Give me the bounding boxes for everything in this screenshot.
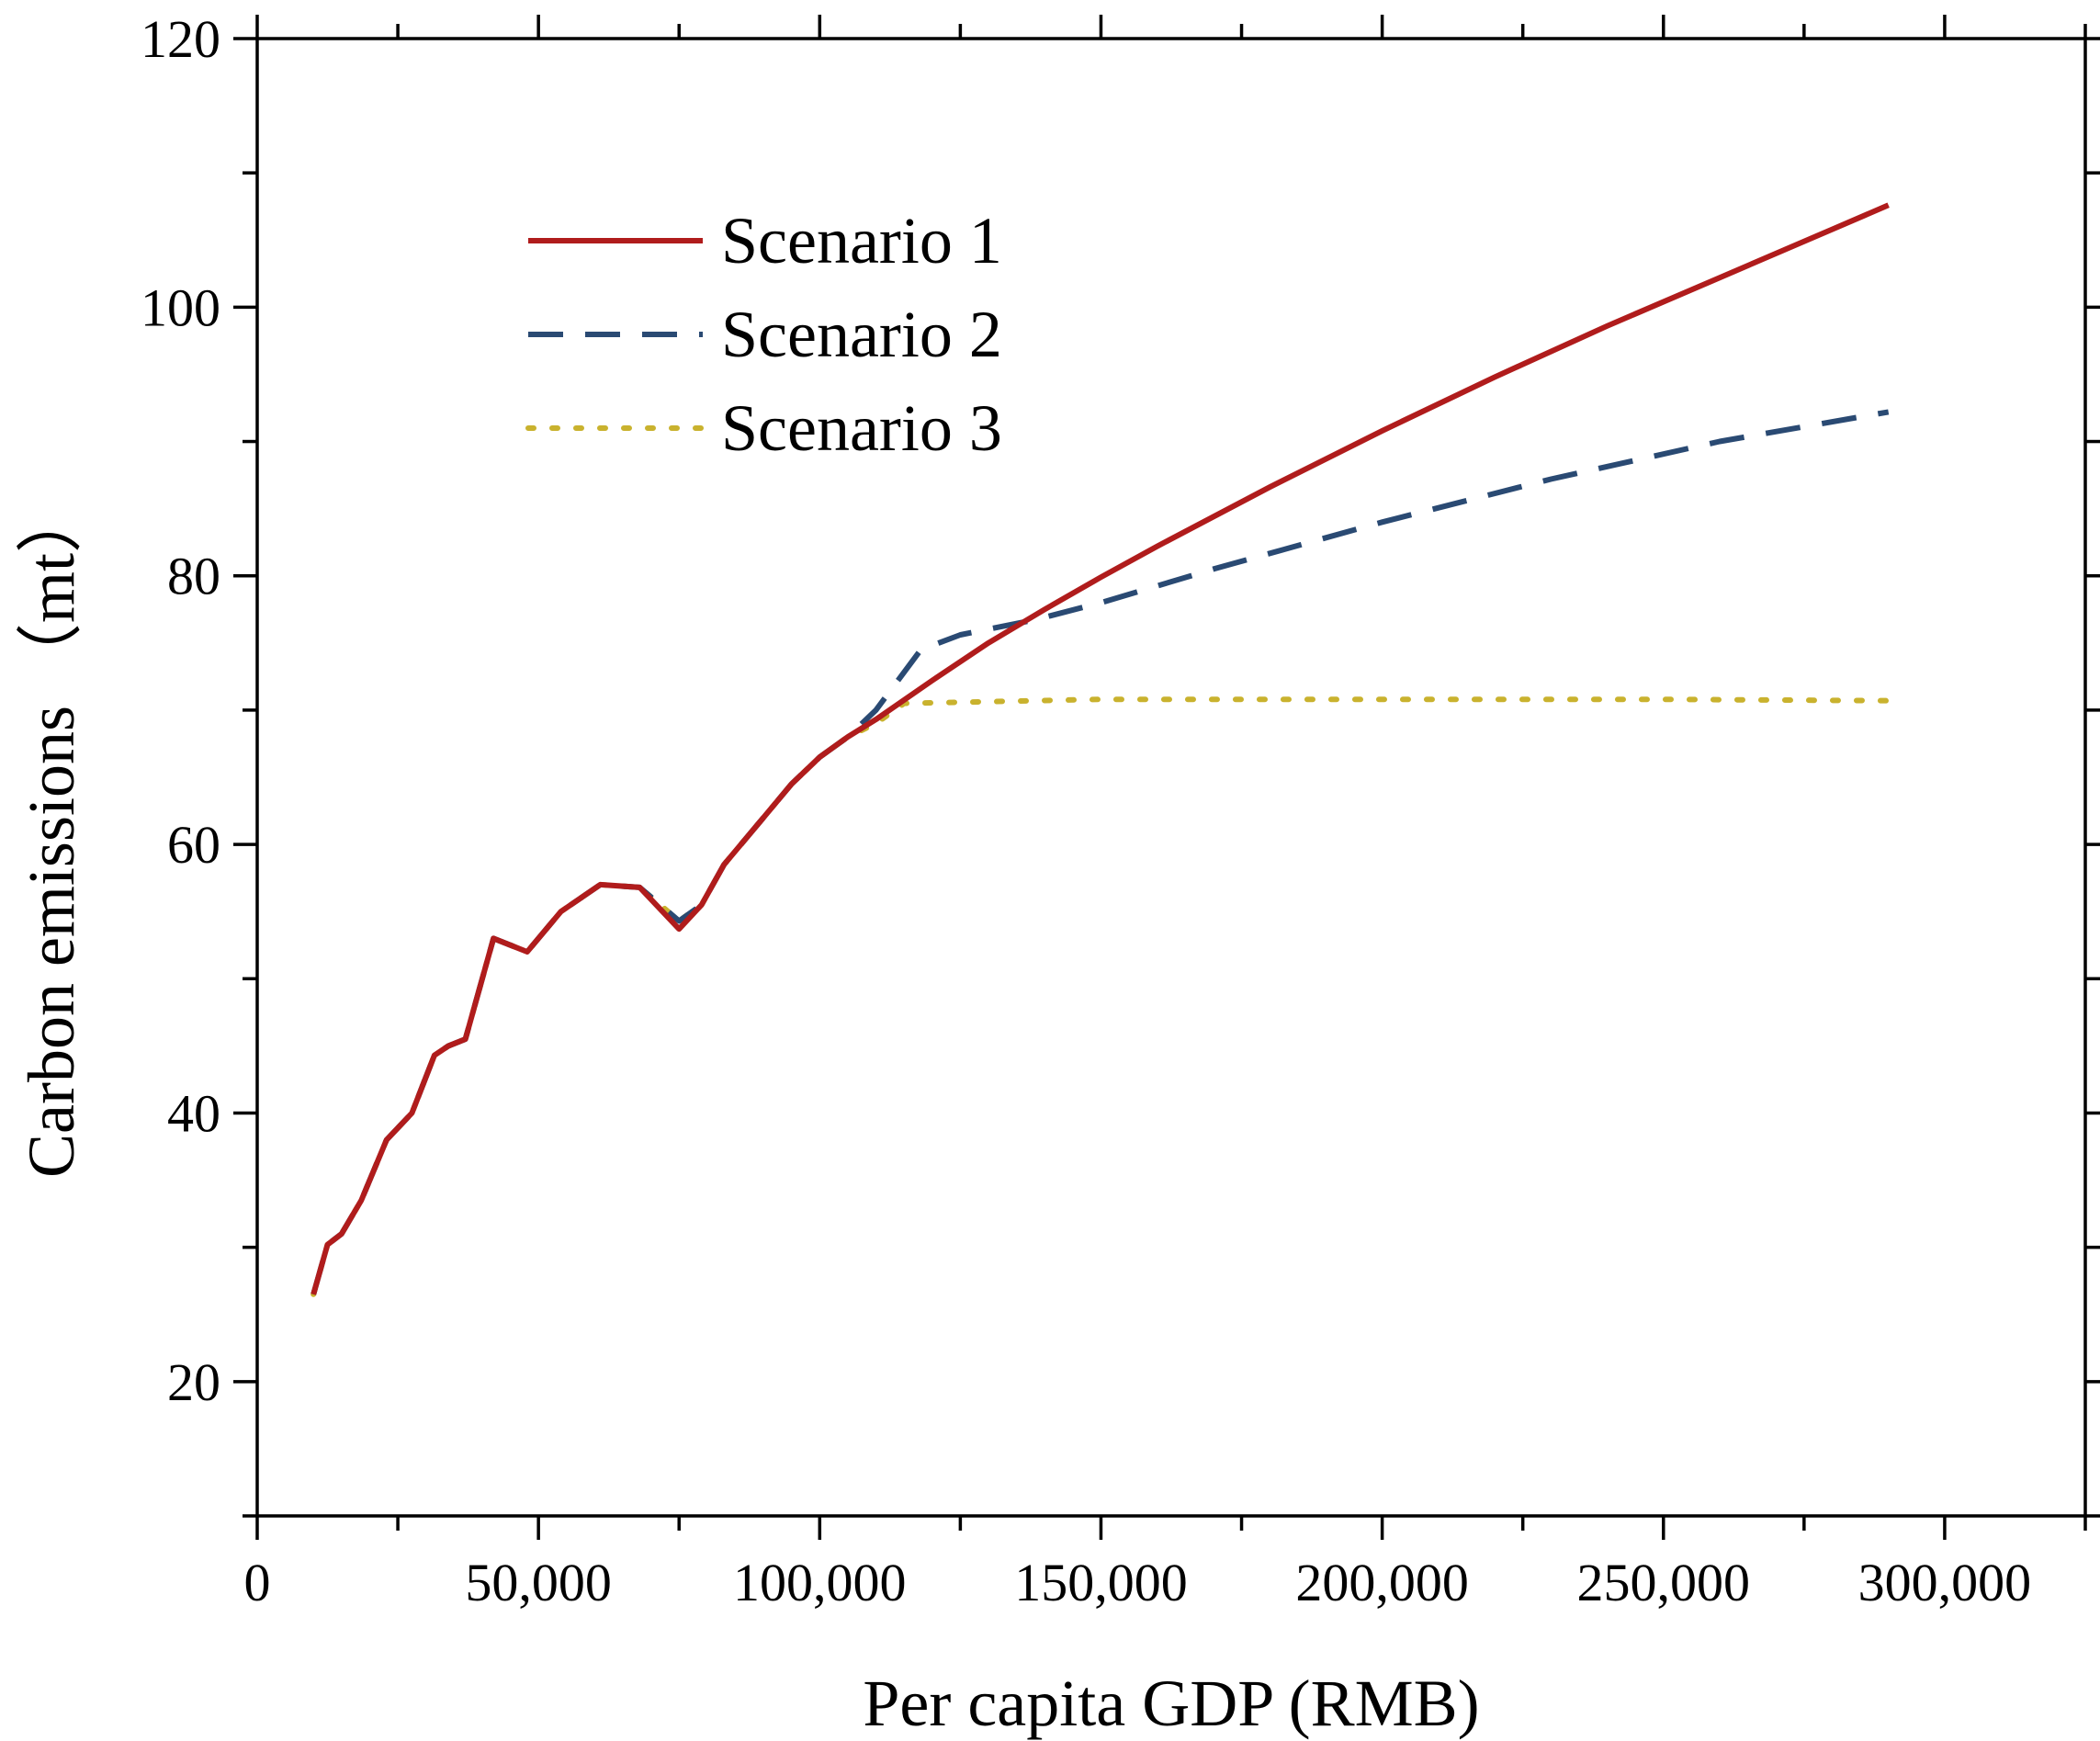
legend: Scenario 1 Scenario 2 Scenario 3 <box>525 204 1002 465</box>
x-tick-label: 100,000 <box>733 1553 907 1612</box>
x-tick-label: 0 <box>244 1553 271 1612</box>
x-tick-label: 250,000 <box>1577 1553 1751 1612</box>
y-tick-label: 80 <box>167 547 220 606</box>
axis-ticks <box>233 15 2100 1540</box>
y-tick-label: 60 <box>167 815 220 875</box>
x-tick-label: 200,000 <box>1295 1553 1469 1612</box>
series-line-scenario-1 <box>310 202 1890 1295</box>
y-axis-title: Carbon emissions （mt） <box>15 487 88 1178</box>
y-tick-label: 120 <box>141 9 220 69</box>
y-tick-label: 20 <box>167 1352 220 1412</box>
legend-label: Scenario 2 <box>721 298 1002 371</box>
x-tick-label: 300,000 <box>1858 1553 2032 1612</box>
series-layer <box>310 202 1891 1297</box>
legend-label: Scenario 1 <box>721 204 1002 277</box>
x-axis-title: Per capita GDP (RMB) <box>863 1667 1479 1740</box>
y-tick-label: 40 <box>167 1083 220 1143</box>
tick-labels: 0 50,000 100,000 150,000 200,000 250,000 300,0… <box>141 9 2031 1612</box>
y-tick-label: 100 <box>141 277 220 337</box>
plot-frame <box>255 37 2087 1518</box>
x-tick-label: 150,000 <box>1014 1553 1188 1612</box>
x-tick-label: 50,000 <box>465 1553 612 1612</box>
legend-label: Scenario 3 <box>721 391 1002 465</box>
